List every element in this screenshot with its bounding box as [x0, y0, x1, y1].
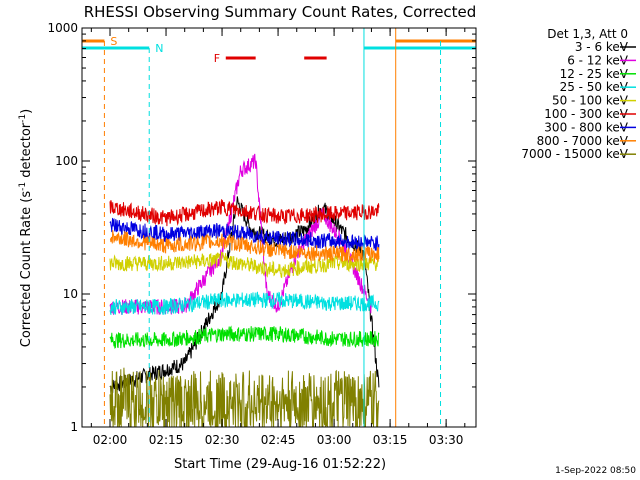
x-tick-label: 02:15: [149, 433, 184, 447]
y-tick-label: 1000: [47, 21, 78, 35]
series-line: [109, 217, 380, 252]
x-tick-label: 03:00: [317, 433, 352, 447]
legend-label: 25 - 50 keV: [560, 80, 629, 94]
legend-item: 7000 - 15000 keV: [521, 147, 636, 161]
series-line: [109, 251, 380, 279]
y-tick-label: 10: [63, 287, 78, 301]
legend-label: 7000 - 15000 keV: [521, 147, 628, 161]
legend-item: 800 - 7000 keV: [537, 134, 636, 148]
x-tick-label: 03:15: [373, 433, 408, 447]
legend-item: 300 - 800 keV: [544, 120, 636, 134]
y-tick-label: 100: [55, 154, 78, 168]
series-line: [109, 196, 380, 393]
series-line: [109, 291, 380, 315]
legend-item: 12 - 25 keV: [560, 67, 636, 81]
legend-label: 300 - 800 keV: [544, 120, 628, 134]
x-tick-label: 02:00: [93, 433, 128, 447]
n-label: N: [155, 42, 163, 55]
legend-item: 6 - 12 keV: [567, 53, 636, 67]
f-label: F: [214, 52, 220, 65]
series-line: [109, 230, 380, 263]
legend-label: 800 - 7000 keV: [537, 134, 629, 148]
legend-label: 3 - 6 keV: [575, 40, 629, 54]
legend-item: 100 - 300 keV: [544, 107, 636, 121]
x-tick-label: 02:30: [205, 433, 240, 447]
series-line: [109, 325, 380, 349]
x-tick-label: 02:45: [261, 433, 296, 447]
x-tick-label: 03:30: [429, 433, 464, 447]
y-tick-label: 1: [70, 420, 78, 434]
y-axis-label: Corrected Count Rate (s-1 detector-1): [18, 109, 34, 347]
legend-header: Det 1,3, Att 0: [547, 27, 628, 41]
legend-label: 6 - 12 keV: [567, 53, 629, 67]
footer-timestamp: 1-Sep-2022 08:50: [555, 466, 636, 476]
legend-label: 50 - 100 keV: [552, 94, 629, 108]
series-line: [109, 153, 372, 315]
legend-label: 100 - 300 keV: [544, 107, 628, 121]
plot-frame: [81, 27, 477, 428]
legend-item: 50 - 100 keV: [552, 94, 636, 108]
x-axis-label: Start Time (29-Aug-16 01:52:22): [174, 457, 386, 472]
series-line: [109, 199, 380, 227]
series-line: [109, 367, 380, 428]
s-label: S: [110, 35, 117, 48]
legend-item: 3 - 6 keV: [575, 40, 636, 54]
chart-title: RHESSI Observing Summary Count Rates, Co…: [84, 3, 477, 21]
plot-area: S N F 02:00 02:15 02:30 02:45 03:00 03:15 03:30 1…: [47, 21, 477, 447]
legend-item: 25 - 50 keV: [560, 80, 636, 94]
legend-label: 12 - 25 keV: [560, 67, 629, 81]
